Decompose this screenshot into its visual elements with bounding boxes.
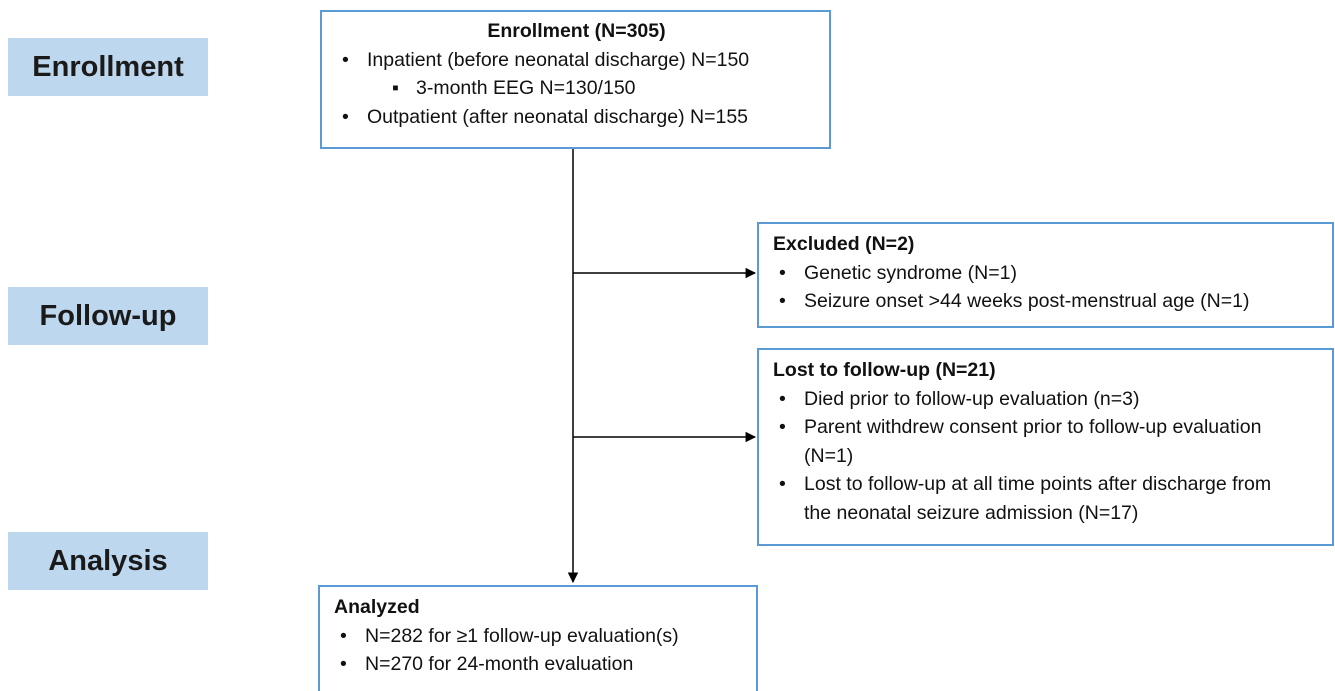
bullet-item: N=270 for 24-month evaluation [334,650,744,679]
analyzed-box: Analyzed N=282 for ≥1 follow-up evaluati… [318,585,758,691]
sub-bullet-item: 3-month EEG N=130/150 [336,74,817,103]
bullet-item: Seizure onset >44 weeks post-menstrual a… [773,287,1320,316]
stage-label: Enrollment [8,38,208,96]
enrollment-box: Enrollment (N=305) Inpatient (before neo… [320,10,831,149]
excluded-box: Excluded (N=2) Genetic syndrome (N=1) Se… [757,222,1334,328]
bullet-item: Died prior to follow-up evaluation (n=3) [773,385,1292,414]
box-title: Enrollment (N=305) [487,20,666,42]
stage-label: Analysis [8,532,208,590]
bullet-item: N=282 for ≥1 follow-up evaluation(s) [334,622,744,651]
bullet-item: Genetic syndrome (N=1) [773,259,1320,288]
lost-box: Lost to follow-up (N=21) Died prior to f… [757,348,1334,546]
bullet-item: Parent withdrew consent prior to follow-… [773,413,1292,470]
box-title: Excluded (N=2) [773,233,915,255]
box-title: Lost to follow-up (N=21) [773,359,996,381]
bullet-item: Lost to follow-up at all time points aft… [773,470,1292,527]
stage-label: Follow-up [8,287,208,345]
box-title: Analyzed [334,596,420,618]
bullet-item: Inpatient (before neonatal discharge) N=… [336,46,817,75]
bullet-item: Outpatient (after neonatal discharge) N=… [336,103,817,132]
